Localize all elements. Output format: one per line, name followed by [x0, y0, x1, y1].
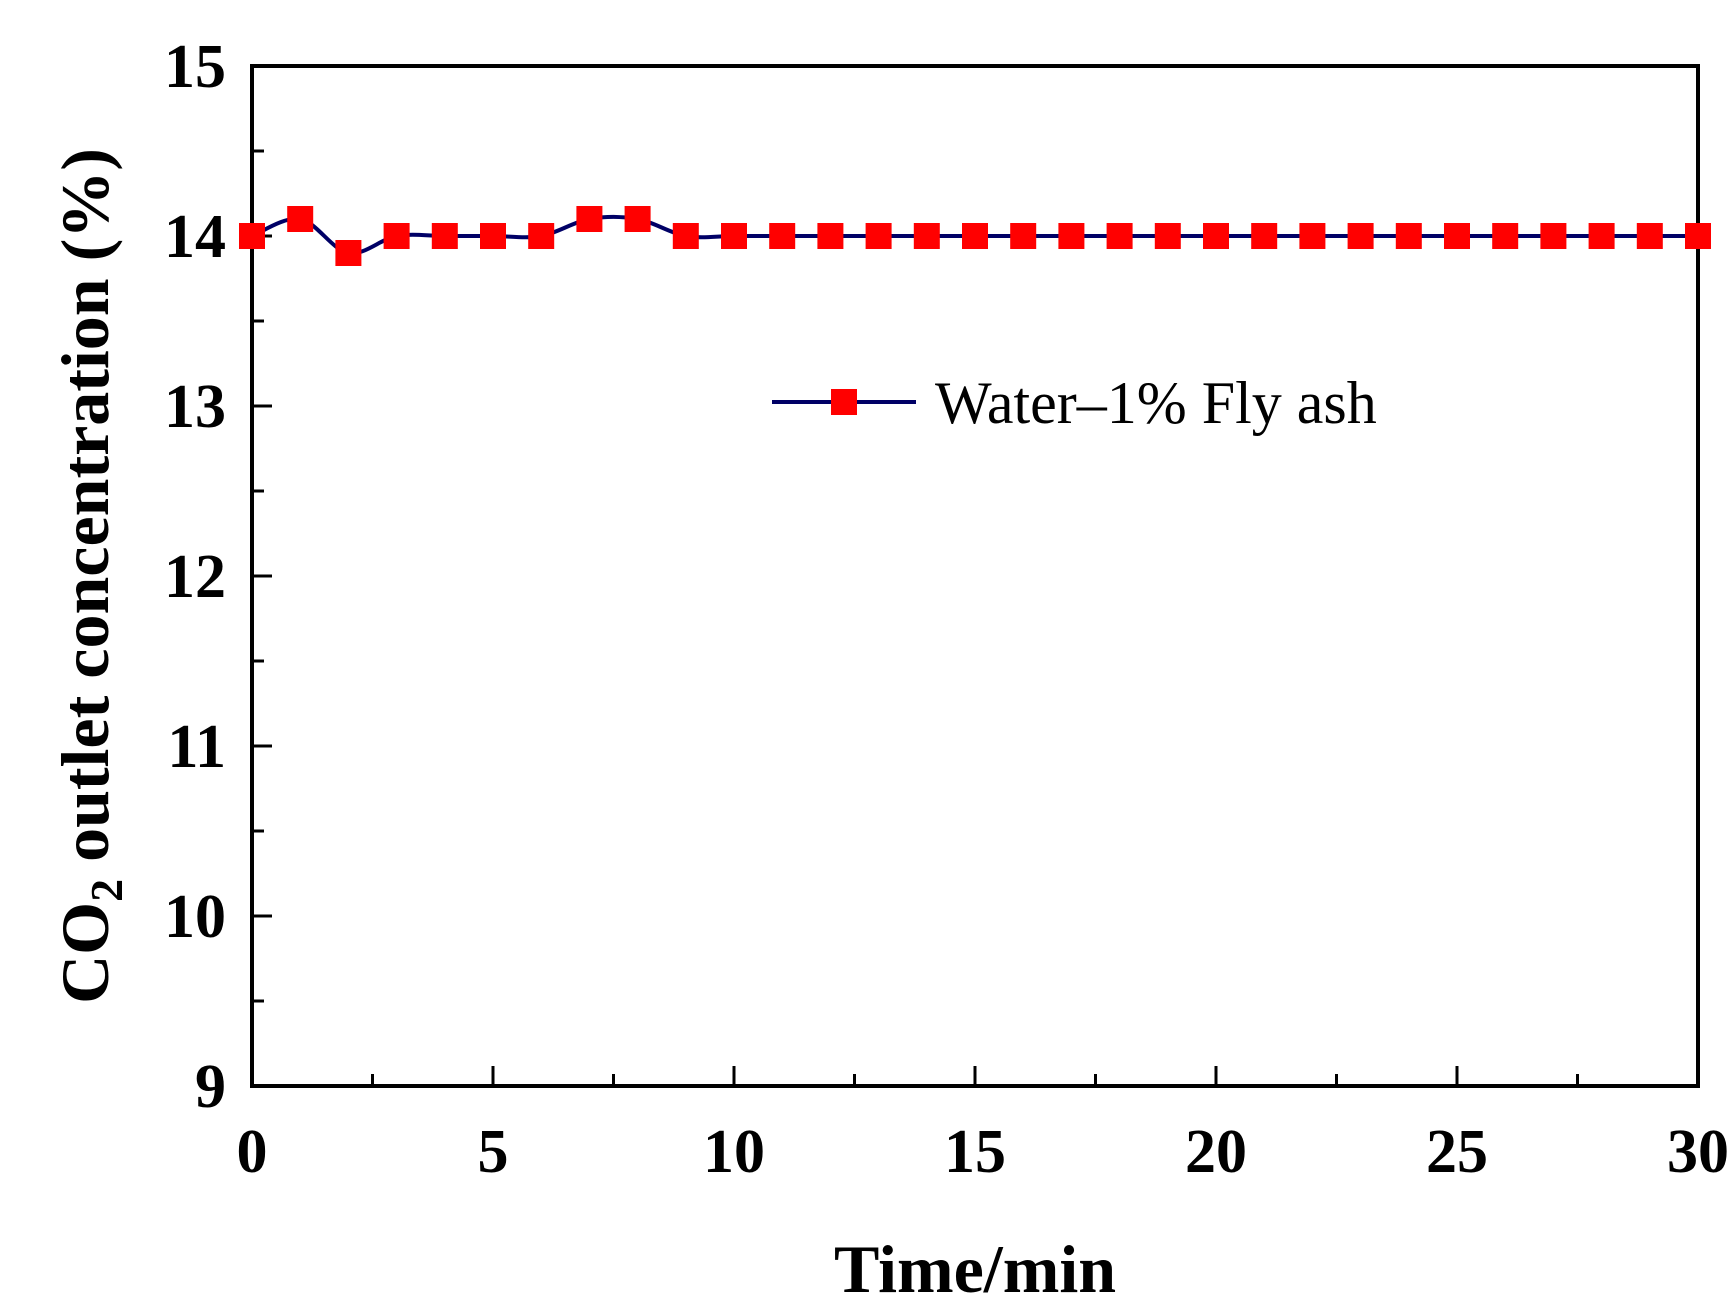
data-point	[1203, 223, 1229, 249]
data-point	[1540, 223, 1567, 249]
data-point	[817, 223, 844, 249]
data-point	[576, 206, 603, 232]
data-point	[480, 223, 506, 249]
data-point	[721, 223, 747, 249]
data-point	[431, 223, 458, 249]
data-point	[335, 240, 362, 266]
data-point	[1106, 223, 1133, 249]
legend-label: Water–1% Fly ash	[935, 370, 1377, 436]
data-point	[1588, 223, 1615, 249]
plot-frame	[250, 64, 1700, 1088]
data-point	[865, 223, 892, 249]
x-tick-label: 30	[1667, 1118, 1729, 1186]
legend-marker	[831, 389, 857, 415]
x-tick-label: 25	[1426, 1118, 1488, 1186]
data-point	[769, 223, 796, 249]
x-tick-label: 5	[478, 1118, 509, 1186]
y-tick-label: 10	[164, 883, 226, 951]
data-point	[1154, 223, 1181, 249]
data-point	[1685, 223, 1711, 249]
data-point	[239, 223, 265, 249]
data-point	[913, 223, 940, 249]
axis-ticks	[250, 64, 1700, 1088]
y-tick-label: 12	[164, 543, 226, 611]
x-tick-labels: 0 5 10 15 20 25 30	[237, 1118, 1730, 1186]
y-tick-label: 14	[164, 203, 226, 271]
x-tick-label: 20	[1185, 1118, 1247, 1186]
y-tick-label: 13	[164, 373, 226, 441]
y-tick-label: 9	[195, 1053, 226, 1121]
y-tick-label: 15	[164, 33, 226, 101]
data-point	[1492, 223, 1519, 249]
data-point	[1347, 223, 1374, 249]
series-markers	[239, 206, 1711, 266]
data-point	[1299, 223, 1326, 249]
data-point	[383, 223, 410, 249]
data-point	[287, 206, 314, 232]
y-tick-labels: 9 10 11 12 13 14 15	[164, 33, 226, 1121]
data-point	[1444, 223, 1470, 249]
data-point	[962, 223, 988, 249]
data-point	[1251, 223, 1278, 249]
data-point	[1395, 223, 1422, 249]
x-axis-title: Time/min	[834, 1231, 1116, 1307]
x-tick-label: 10	[703, 1118, 765, 1186]
data-point	[1058, 223, 1085, 249]
y-tick-label: 11	[167, 713, 226, 781]
y-axis-title-suffix: outlet concentration (%)	[47, 148, 123, 879]
legend: Water–1% Fly ash	[772, 370, 1377, 436]
x-tick-label: 0	[237, 1118, 268, 1186]
y-axis-title-subscript: 2	[81, 879, 132, 902]
data-point	[1636, 223, 1663, 249]
y-axis-title: CO2 outlet concentration (%)	[47, 148, 132, 1004]
data-point	[1010, 223, 1037, 249]
data-point	[624, 206, 651, 232]
y-axis-title-prefix: CO	[47, 902, 123, 1004]
x-tick-label: 15	[944, 1118, 1006, 1186]
data-point	[672, 223, 699, 249]
data-point	[528, 223, 555, 249]
